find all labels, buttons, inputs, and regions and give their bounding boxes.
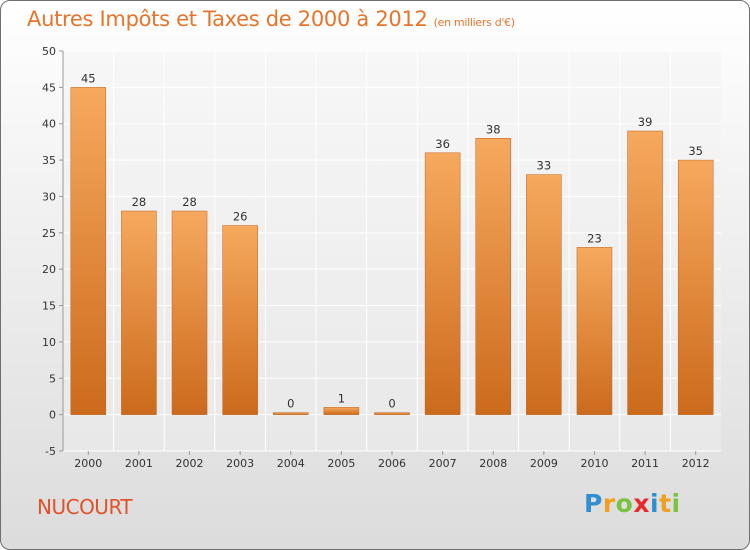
bar: [374, 412, 410, 415]
y-tick-label: 30: [42, 190, 56, 203]
x-tick-label: 2004: [277, 457, 305, 470]
logo-letter: i: [650, 489, 660, 518]
data-label: 1: [338, 391, 345, 405]
x-tick-label: 2003: [226, 457, 254, 470]
y-tick-label: 20: [42, 263, 56, 276]
x-tick-label: 2005: [327, 457, 355, 470]
x-tick-label: 2010: [580, 457, 608, 470]
data-label: 45: [81, 71, 96, 85]
bar: [627, 130, 663, 415]
logo-letter: r: [602, 489, 616, 518]
bar: [677, 159, 714, 415]
x-tick-label: 2001: [125, 457, 153, 470]
bar: [424, 152, 461, 415]
bar: [475, 138, 511, 415]
x-tick-label: 2006: [378, 457, 406, 470]
x-tick-label: 2000: [74, 457, 102, 470]
bar: [576, 247, 613, 415]
commune-name: NUCOURT: [37, 495, 133, 519]
y-tick-label: -5: [45, 445, 56, 458]
data-label: 28: [132, 195, 147, 209]
logo-letter: i: [671, 489, 681, 518]
y-tick-label: 25: [42, 227, 56, 240]
data-label: 38: [486, 122, 501, 136]
proxiti-logo: Proxiti: [584, 489, 681, 518]
logo-letter: P: [584, 489, 603, 518]
y-tick-label: 0: [49, 409, 56, 422]
x-tick-label: 2008: [479, 457, 507, 470]
x-tick-label: 2002: [176, 457, 204, 470]
chart-title: Autres Impôts et Taxes de 2000 à 2012 (en…: [27, 7, 515, 31]
data-label: 33: [537, 159, 552, 173]
data-label: 36: [435, 137, 450, 151]
logo-letter: x: [633, 489, 650, 518]
data-label: 0: [287, 397, 294, 411]
data-label: 35: [688, 144, 703, 158]
y-tick-label: 40: [42, 118, 56, 131]
logo-letter: o: [615, 489, 634, 518]
plot-area: [63, 51, 721, 451]
y-tick-label: 45: [42, 81, 56, 94]
bar: [273, 412, 309, 415]
bar: [70, 87, 107, 415]
data-label: 28: [182, 195, 197, 209]
data-label: 26: [233, 210, 248, 224]
x-tick-label: 2007: [429, 457, 457, 470]
x-tick-label: 2009: [530, 457, 558, 470]
bar: [171, 210, 208, 415]
bar: [222, 225, 258, 415]
logo-letter: t: [659, 489, 672, 518]
y-tick-label: 15: [42, 300, 56, 313]
x-tick-label: 2012: [682, 457, 710, 470]
data-label: 39: [638, 115, 653, 129]
x-tick-label: 2011: [631, 457, 659, 470]
bar: [526, 174, 562, 415]
data-label: 0: [388, 397, 395, 411]
y-tick-label: 10: [42, 336, 56, 349]
chart-subtitle: (en milliers d'€): [433, 16, 515, 29]
bar: [121, 210, 157, 415]
bar: [323, 407, 360, 415]
chart-title-text: Autres Impôts et Taxes de 2000 à 2012: [27, 7, 428, 31]
data-label: 23: [587, 231, 602, 245]
y-tick-label: 35: [42, 154, 56, 167]
y-tick-label: 50: [42, 45, 56, 58]
y-tick-label: 5: [49, 372, 56, 385]
